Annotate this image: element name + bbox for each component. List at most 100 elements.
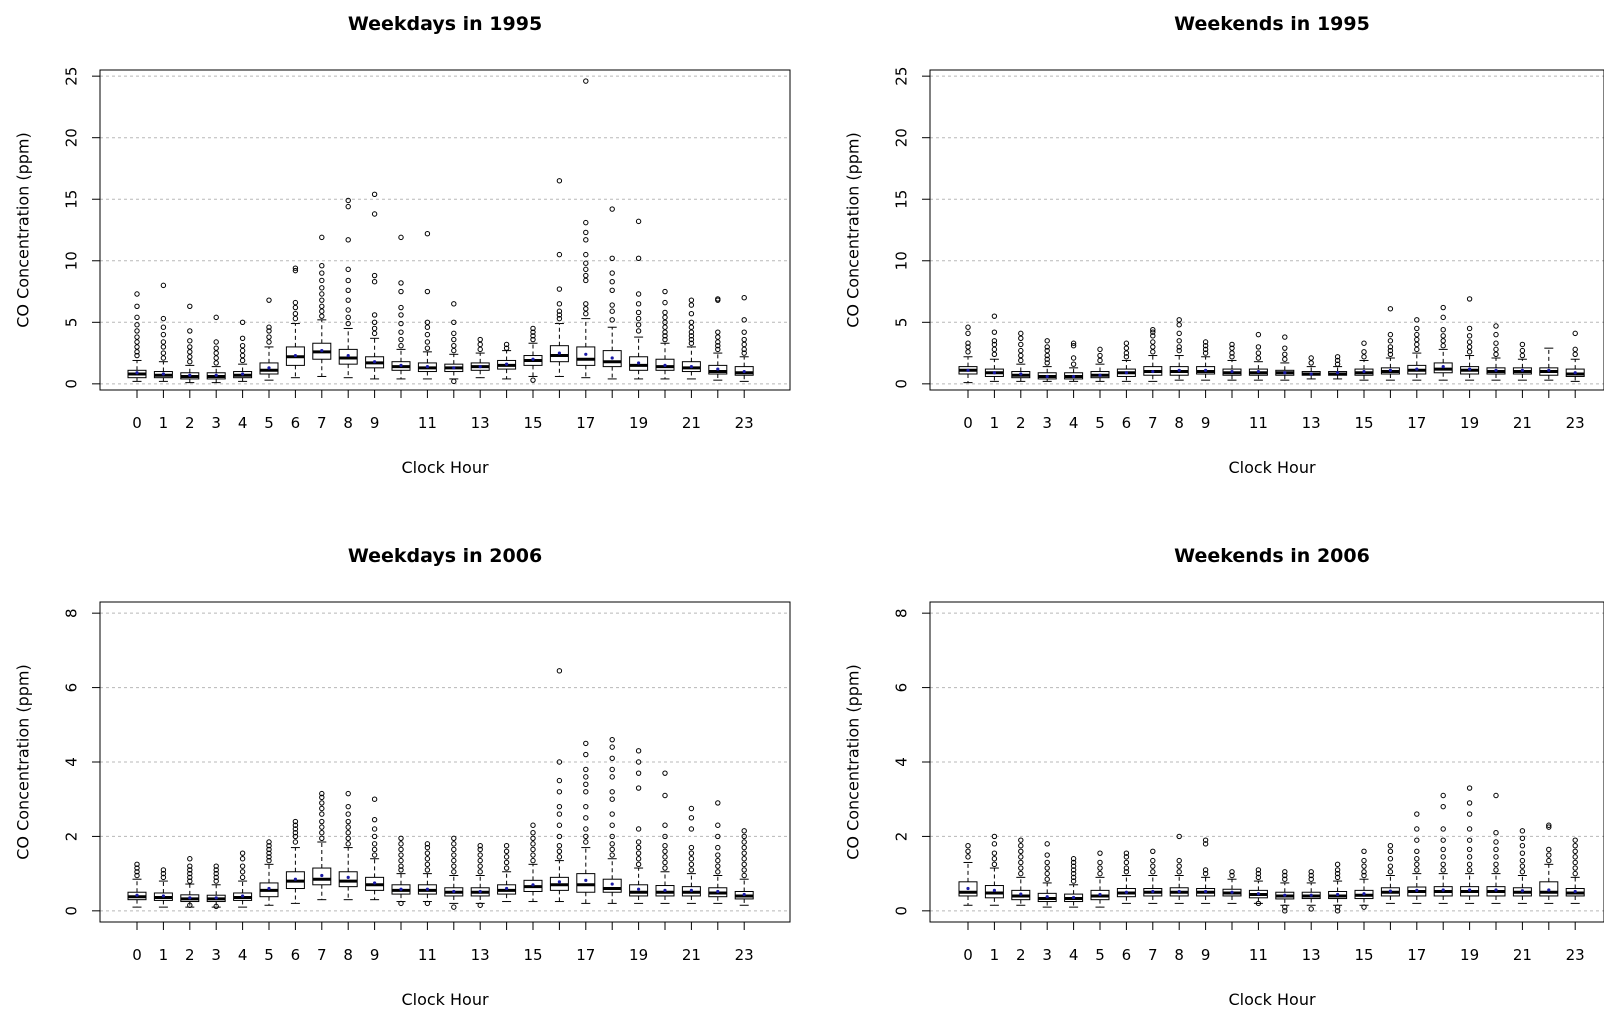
outlier-point: [160, 282, 167, 289]
y-tick-label: 4: [893, 757, 911, 767]
outlier-point: [160, 324, 167, 330]
outlier-point: [424, 867, 431, 873]
outlier-point: [160, 350, 167, 356]
outlier-point: [1070, 361, 1077, 367]
x-tick-label: 21: [1513, 946, 1532, 964]
outlier-point: [371, 325, 378, 332]
outlier-point: [556, 833, 563, 840]
outlier-point: [635, 218, 642, 225]
outlier-point: [345, 824, 351, 830]
outlier-point: [345, 297, 351, 303]
outlier-point: [530, 829, 536, 836]
outlier-point: [187, 878, 193, 884]
box-hour-10: [391, 234, 411, 380]
outlier-point: [1440, 314, 1446, 321]
outlier-point: [319, 800, 325, 806]
outlier-point: [1044, 356, 1050, 362]
outlier-point: [583, 260, 589, 266]
outlier-point: [1572, 330, 1578, 337]
x-tick-label: 2: [1016, 414, 1026, 432]
outlier-point: [345, 237, 351, 243]
outlier-point: [451, 347, 457, 354]
outlier-point: [635, 255, 642, 262]
outlier-point: [556, 759, 563, 765]
mean-marker: [1547, 368, 1551, 372]
outlier-point: [160, 355, 167, 361]
outlier-point: [1519, 347, 1526, 354]
outlier-point: [662, 314, 668, 321]
box-hour-7: [1143, 326, 1163, 382]
x-tick-label: 15: [523, 414, 542, 432]
outlier-point: [1018, 837, 1024, 843]
outlier-point: [1176, 347, 1182, 354]
outlier-point: [688, 310, 695, 317]
outlier-point: [556, 178, 563, 184]
x-tick-label: 15: [1354, 946, 1373, 964]
outlier-point: [1070, 859, 1077, 866]
box-hour-7: [312, 790, 332, 901]
mean-marker: [293, 353, 297, 358]
outlier-point: [345, 266, 351, 273]
box-hour-6: [285, 265, 305, 379]
outlier-point: [1519, 843, 1526, 849]
outlier-point: [715, 857, 721, 864]
mean-marker: [689, 365, 694, 369]
outlier-point: [662, 309, 668, 316]
outlier-point: [239, 850, 246, 856]
box-hour-14: [497, 341, 517, 380]
outlier-point: [1572, 865, 1578, 871]
outlier-point: [1387, 347, 1394, 354]
outlier-point: [1202, 867, 1209, 873]
outlier-point: [1044, 347, 1050, 354]
box-hour-18: [1433, 792, 1453, 904]
box-hour-23: [734, 828, 754, 906]
box-hour-20: [655, 288, 675, 380]
outlier-point: [1572, 351, 1578, 358]
outlier-point: [662, 324, 668, 330]
outlier-point: [1097, 352, 1103, 359]
outlier-point: [292, 839, 299, 845]
box-hour-15: [523, 822, 543, 903]
outlier-point: [991, 313, 998, 319]
outlier-point: [1519, 869, 1526, 875]
x-tick-label: 8: [1174, 414, 1184, 432]
box-hour-4: [1064, 856, 1084, 908]
outlier-point: [1493, 792, 1499, 799]
outlier-point: [1466, 867, 1473, 873]
outlier-point: [319, 234, 325, 241]
y-tick-label: 5: [63, 318, 81, 328]
x-tick-label: 21: [682, 946, 701, 964]
outlier-point: [1361, 349, 1367, 355]
outlier-point: [741, 336, 747, 343]
x-tick-label: 4: [238, 414, 248, 432]
outlier-point: [1387, 306, 1394, 312]
mean-marker: [161, 372, 165, 376]
outlier-point: [965, 344, 971, 350]
outlier-point: [741, 856, 747, 862]
box-hour-16: [549, 668, 569, 903]
outlier-point: [1229, 872, 1235, 879]
outlier-point: [1070, 856, 1077, 862]
outlier-point: [662, 865, 668, 871]
box-hour-21: [1512, 341, 1532, 381]
outlier-point: [1361, 354, 1367, 360]
y-tick-label: 8: [893, 608, 911, 618]
mean-marker: [531, 883, 535, 887]
outlier-point: [662, 329, 668, 335]
outlier-point: [662, 288, 668, 295]
outlier-point: [1255, 870, 1262, 877]
outlier-point: [1493, 323, 1499, 329]
outlier-point: [1414, 848, 1420, 855]
outlier-point: [1018, 335, 1024, 342]
x-tick-label: 3: [1042, 946, 1052, 964]
outlier-point: [530, 325, 536, 332]
outlier-point: [1018, 341, 1024, 348]
outlier-point: [345, 811, 351, 817]
outlier-point: [1334, 867, 1341, 873]
outlier-point: [1414, 341, 1420, 348]
outlier-point: [292, 833, 299, 840]
x-tick-label: 15: [1354, 414, 1373, 432]
mean-marker: [1468, 888, 1472, 892]
mean-marker: [1230, 890, 1234, 894]
mean-marker: [1204, 368, 1208, 372]
